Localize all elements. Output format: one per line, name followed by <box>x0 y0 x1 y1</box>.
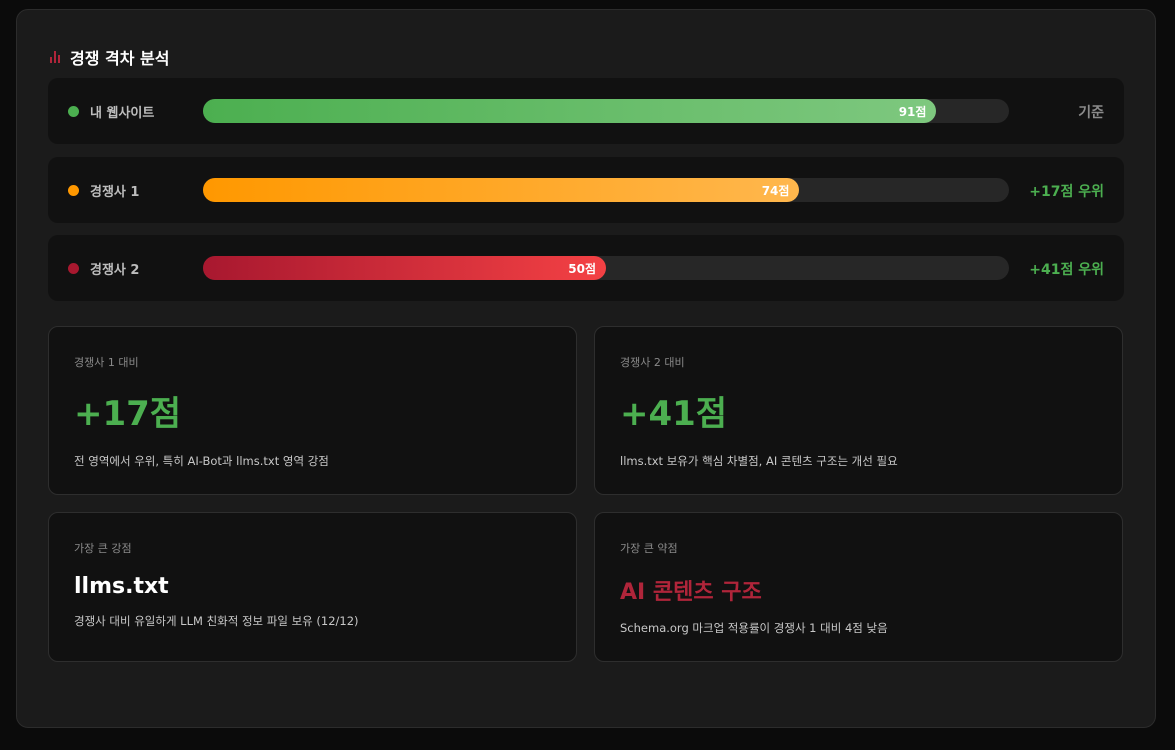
score-bar-fill: 50점 <box>203 256 606 280</box>
card-label: 가장 큰 약점 <box>620 542 678 555</box>
card-label: 경쟁사 1 대비 <box>74 356 139 369</box>
card-label: 경쟁사 2 대비 <box>620 356 685 369</box>
card-biggest-strength: 가장 큰 강점 llms.txt 경쟁사 대비 유일하게 LLM 친화적 정보 … <box>48 512 577 662</box>
score-value: 50점 <box>568 262 596 276</box>
card-label: 가장 큰 강점 <box>74 542 132 555</box>
row-label: 내 웹사이트 <box>90 106 155 121</box>
card-biggest-weakness: 가장 큰 약점 AI 콘텐츠 구조 Schema.org 마크업 적용률이 경쟁… <box>594 512 1123 662</box>
row-status: 기준 <box>1078 105 1104 121</box>
row-status: +17점 우위 <box>1029 184 1104 200</box>
card-description: llms.txt 보유가 핵심 차별점, AI 콘텐츠 구조는 개선 필요 <box>620 454 898 468</box>
score-bar-track: 50점 <box>203 256 1009 280</box>
card-description: Schema.org 마크업 적용률이 경쟁사 1 대비 4점 낮음 <box>620 621 888 635</box>
score-value: 74점 <box>761 184 790 198</box>
legend-dot <box>68 263 79 274</box>
section-title: 경쟁 격차 분석 <box>70 49 170 68</box>
section-header: 경쟁 격차 분석 <box>50 45 169 69</box>
card-vs-competitor-2: 경쟁사 2 대비 +41점 llms.txt 보유가 핵심 차별점, AI 콘텐… <box>594 326 1123 495</box>
card-value: +17점 <box>74 394 182 434</box>
legend-dot <box>68 185 79 196</box>
card-value: AI 콘텐츠 구조 <box>620 580 762 605</box>
row-label: 경쟁사 1 <box>90 185 140 200</box>
bar-chart-icon <box>50 51 60 63</box>
legend-dot <box>68 106 79 117</box>
score-bar-fill: 91점 <box>203 99 937 123</box>
score-bar-track: 74점 <box>203 178 1009 202</box>
score-row-competitor-2: 경쟁사 2 50점 +41점 우위 <box>48 235 1124 301</box>
card-value: +41점 <box>620 394 728 434</box>
row-status: +41점 우위 <box>1029 262 1104 278</box>
card-value: llms.txt <box>74 574 169 599</box>
score-row-my-website: 내 웹사이트 91점 기준 <box>48 78 1124 144</box>
score-bar-track: 91점 <box>203 99 1009 123</box>
score-row-competitor-1: 경쟁사 1 74점 +17점 우위 <box>48 157 1124 223</box>
card-description: 전 영역에서 우위, 특히 AI-Bot과 llms.txt 영역 강점 <box>74 454 329 468</box>
score-bar-fill: 74점 <box>203 178 800 202</box>
card-vs-competitor-1: 경쟁사 1 대비 +17점 전 영역에서 우위, 특히 AI-Bot과 llms… <box>48 326 577 495</box>
score-value: 91점 <box>898 105 927 119</box>
row-label: 경쟁사 2 <box>90 263 140 278</box>
card-description: 경쟁사 대비 유일하게 LLM 친화적 정보 파일 보유 (12/12) <box>74 614 359 628</box>
